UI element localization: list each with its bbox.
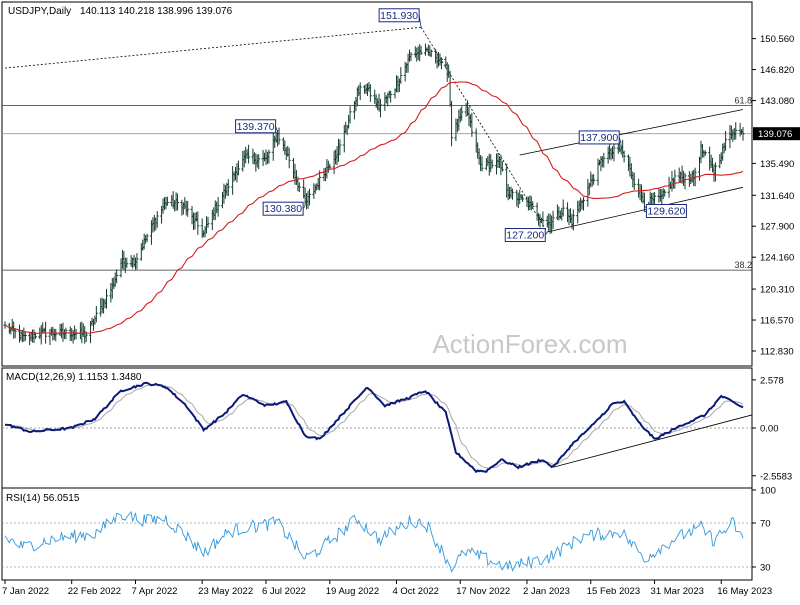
macd-panel: 2.578 0.00 -2.5583 — [2, 375, 792, 482]
date-tick-label: 15 Feb 2023 — [587, 586, 640, 597]
price-tick-label: 146.820 — [760, 65, 794, 76]
ohlc-bars — [3, 43, 745, 346]
watermark: ActionForex.com — [432, 329, 627, 359]
date-tick-label: 31 Mar 2023 — [651, 586, 704, 597]
macd-signal-line — [4, 384, 744, 469]
rsi-line — [4, 510, 744, 573]
dotted-trend-line — [4, 26, 422, 69]
swing-label: 127.200 — [506, 230, 544, 242]
price-tick-label: 150.560 — [760, 34, 794, 45]
swing-label-leader — [618, 137, 622, 144]
swing-labels: 151.930 139.370 130.380 137.900 127.200 129.6… — [235, 8, 687, 243]
date-tick-label: 19 Aug 2022 — [326, 586, 379, 597]
swing-label-leader — [302, 205, 306, 209]
date-tick-label: 6 Jul 2022 — [262, 586, 306, 597]
date-axis: 7 Jan 2022 22 Feb 2022 7 Apr 2022 23 May 20… — [2, 580, 772, 597]
price-axis: 150.560 146.820 143.080 135.490 131.640 127.9… — [752, 34, 800, 357]
swing-label: 137.900 — [580, 132, 618, 144]
date-tick-label: 17 Nov 2022 — [456, 586, 510, 597]
price-tick-label: 127.900 — [760, 222, 794, 233]
macd-tick-label: 0.00 — [760, 424, 779, 435]
symbol-label: USDJPY,Daily — [8, 6, 71, 17]
channel-lower-line — [547, 186, 744, 233]
price-tick-label: 116.570 — [760, 316, 794, 327]
fib-label: 61.8 — [734, 95, 752, 105]
swing-label-leader — [644, 210, 647, 213]
price-tick-label: 131.640 — [760, 191, 794, 202]
date-tick-label: 7 Jan 2022 — [2, 586, 49, 597]
date-tick-label: 22 Feb 2022 — [68, 586, 121, 597]
macd-panel-title: MACD(12,26,9) 1.1153 1.3480 — [6, 372, 142, 383]
price-panel-title: USDJPY,Daily 140.113 140.218 138.996 139… — [8, 6, 233, 17]
swing-label-leader — [418, 15, 422, 28]
date-tick-label: 7 Apr 2022 — [131, 586, 177, 597]
macd-trend-line — [552, 414, 753, 468]
channel-upper-line — [519, 109, 744, 156]
swing-label: 139.370 — [237, 121, 275, 133]
swing-label-leader — [275, 126, 278, 132]
rsi-panel-title: RSI(14) 56.0515 — [6, 493, 80, 504]
fibonacci-lines: 61.8 38.2 — [2, 95, 752, 271]
rsi-panel: 100 70 30 — [2, 486, 776, 574]
date-tick-label: 23 May 2022 — [198, 586, 253, 597]
moving-average-line — [4, 81, 744, 334]
fib-label: 38.2 — [734, 260, 752, 270]
ohlc-header: 140.113 140.218 138.996 139.076 — [80, 6, 233, 17]
date-tick-label: 16 May 2023 — [717, 586, 772, 597]
date-tick-label: 4 Oct 2022 — [392, 586, 438, 597]
trend-lines — [4, 26, 744, 233]
date-tick-label: 2 Jan 2023 — [523, 586, 570, 597]
macd-tick-label: -2.5583 — [760, 471, 792, 482]
macd-line — [4, 381, 744, 474]
price-tick-label: 112.830 — [760, 346, 794, 357]
price-tick-label: 120.310 — [760, 285, 794, 296]
swing-label: 130.380 — [264, 203, 302, 215]
price-tick-label: 135.490 — [760, 159, 794, 170]
rsi-tick-label: 100 — [760, 486, 776, 497]
dotted-decline-line — [420, 27, 548, 233]
swing-label: 129.620 — [647, 205, 685, 217]
moving-average — [4, 81, 744, 334]
swing-label: 151.930 — [380, 10, 418, 22]
rsi-tick-label: 70 — [760, 519, 771, 530]
macd-tick-label: 2.578 — [760, 375, 784, 386]
price-tick-label: 143.080 — [760, 96, 794, 107]
price-tick-label: 124.160 — [760, 253, 794, 264]
current-price-box — [753, 127, 800, 141]
current-price-label: 139.076 — [758, 129, 792, 140]
rsi-tick-label: 30 — [760, 563, 771, 574]
swing-label-leader — [544, 231, 548, 236]
